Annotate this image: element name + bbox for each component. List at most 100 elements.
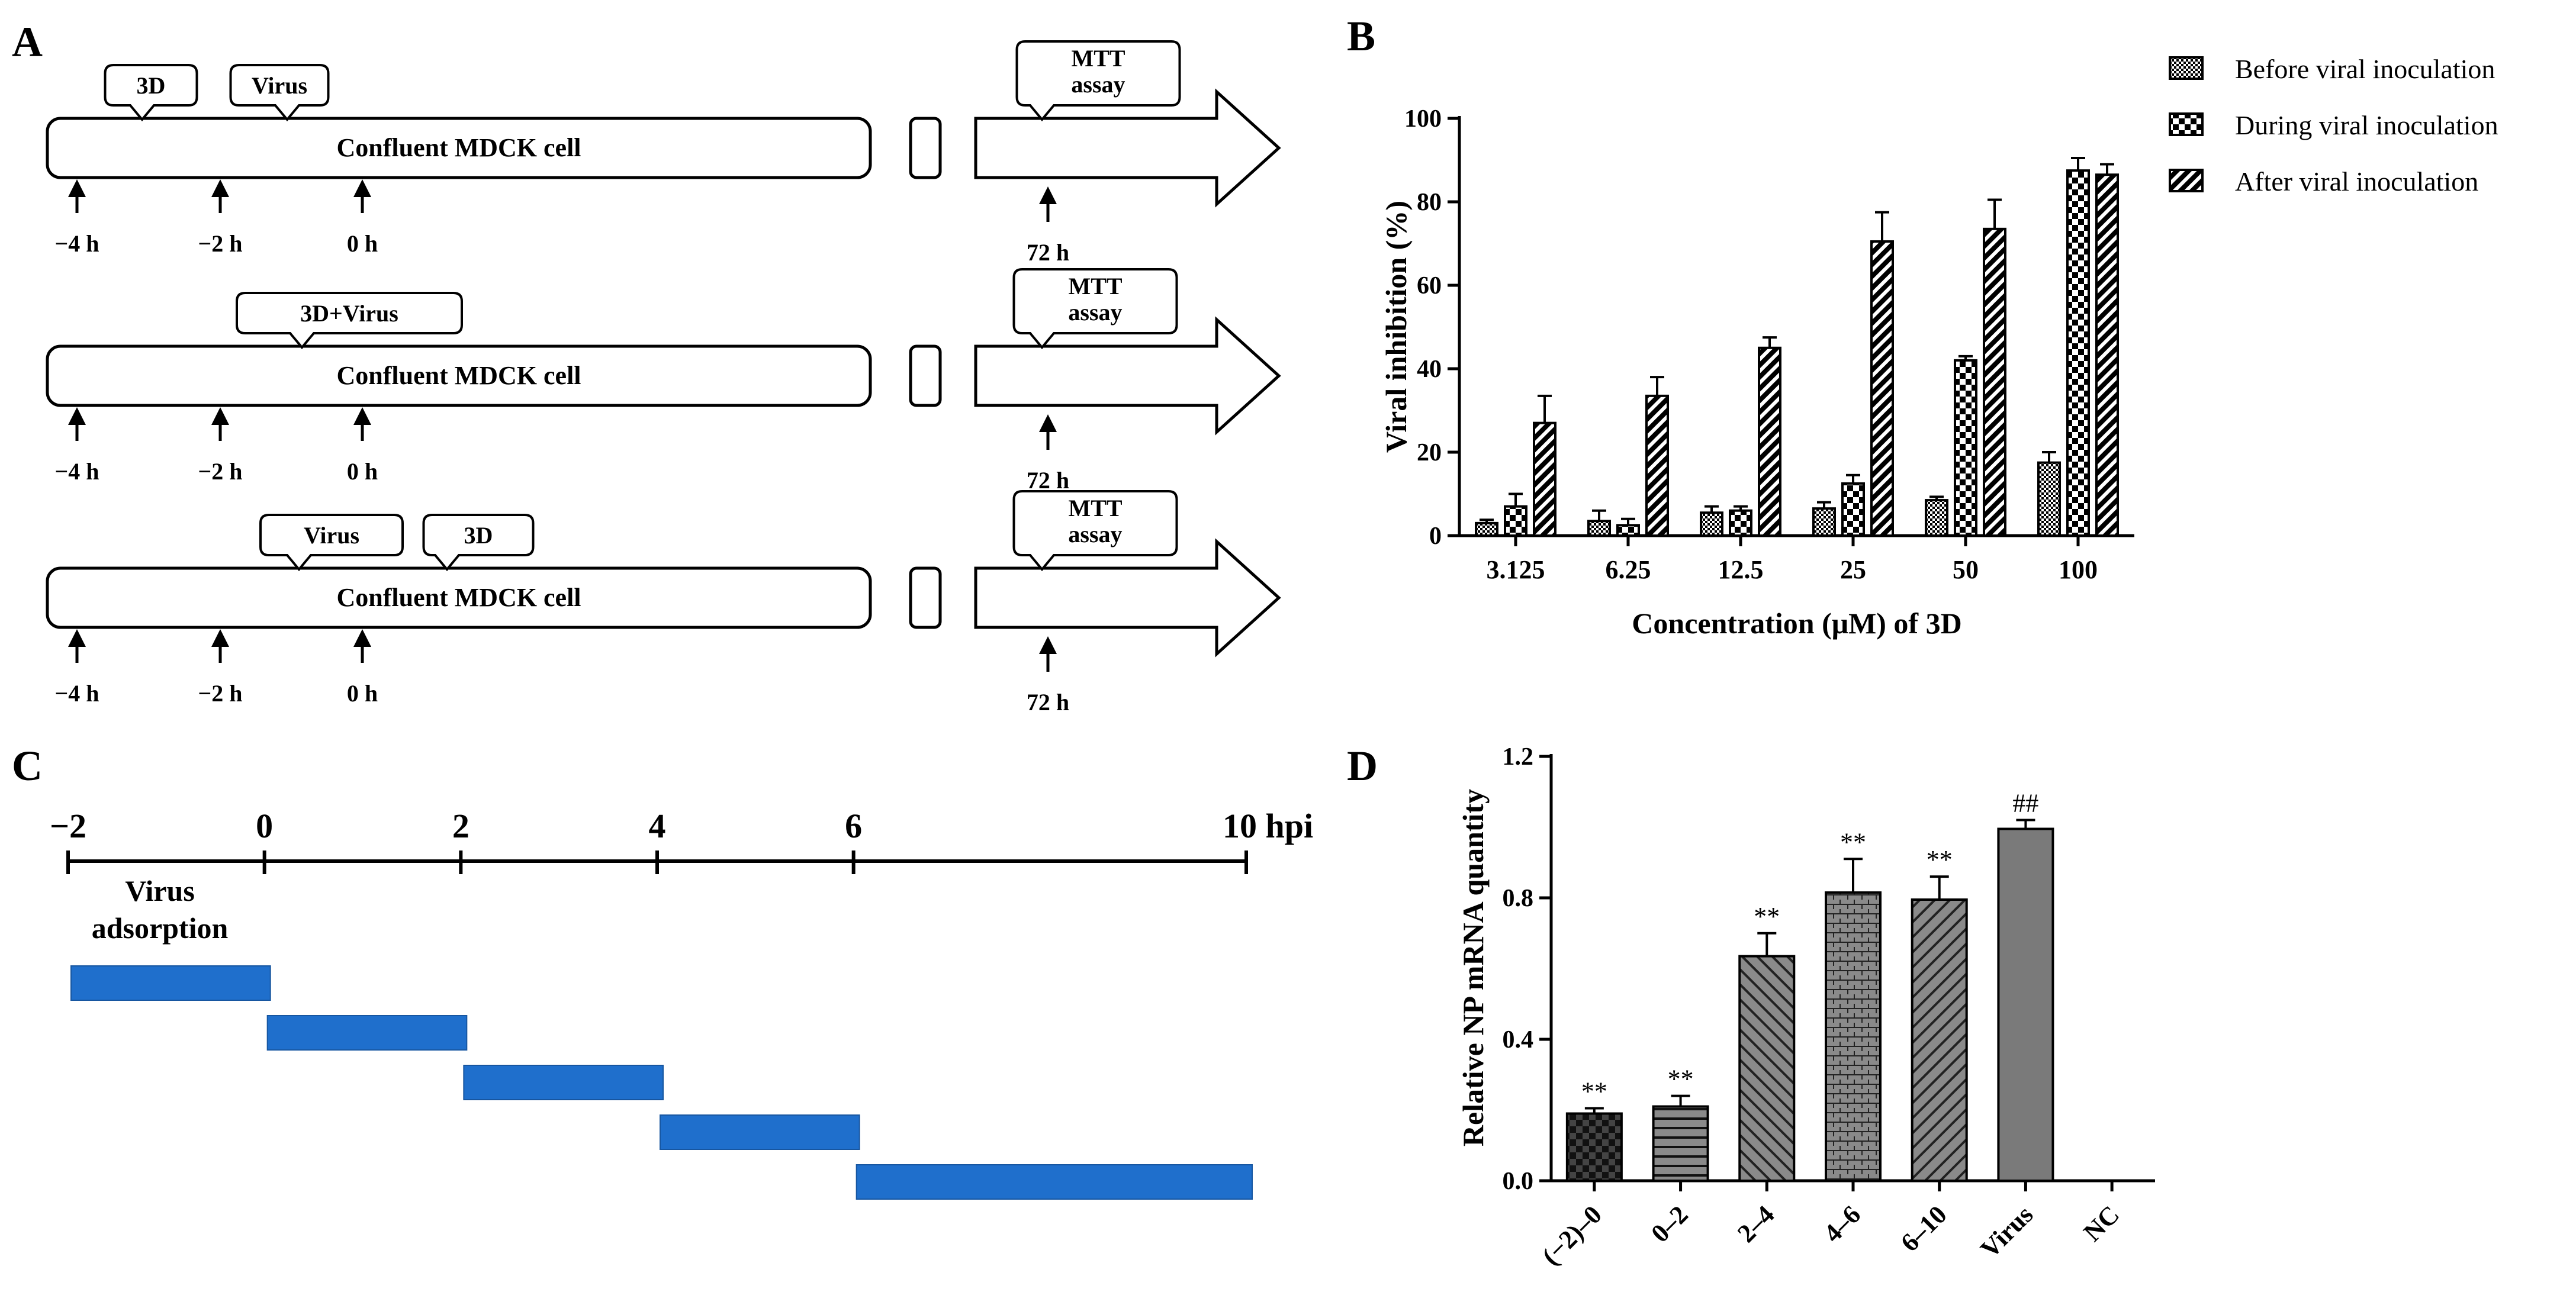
significance-mark: ** — [1840, 827, 1866, 856]
y-tick-label: 0.0 — [1503, 1168, 1534, 1195]
x-tick-label: 3.125 — [1487, 555, 1545, 584]
time-label-2: −2 h — [198, 680, 242, 707]
time-tick-label: 0 — [256, 807, 273, 845]
mtt-assay-callout-text-0: MTT — [1071, 45, 1125, 72]
y-axis-title: Relative NP mRNA quantity — [1456, 789, 1490, 1146]
mtt-assay-callout-text-0: MTT — [1068, 495, 1122, 521]
mtt-assay-callout-text-1: assay — [1068, 521, 1122, 547]
panel-b-label: B — [1347, 12, 1375, 60]
callout-2-bubble — [422, 514, 535, 572]
x-tick-label: 100 — [2059, 555, 2098, 584]
bar-3 — [1870, 240, 1894, 537]
callout-1-bubble — [104, 64, 198, 122]
x-tick-label: 25 — [1840, 555, 1866, 584]
x-tick-label: NC — [2078, 1200, 2125, 1247]
end-time-label: 72 h — [1027, 239, 1069, 266]
confluent-box-label: Confluent MDCK cell — [336, 133, 581, 162]
time-label-2: −2 h — [198, 458, 242, 485]
virus-adsorption-label-2: adsorption — [92, 911, 229, 945]
time-label-2: −2 h — [198, 230, 242, 257]
x-tick-label: 6.25 — [1606, 555, 1651, 584]
significance-mark: ** — [1581, 1077, 1607, 1106]
bar-2 — [1504, 505, 1527, 537]
bar-2 — [1841, 482, 1865, 537]
bar-1 — [2037, 461, 2061, 537]
legend-swatch-3 — [2169, 169, 2204, 192]
time-label-1: −4 h — [54, 458, 99, 485]
bar-3 — [1983, 227, 2006, 537]
bar-3 — [1533, 421, 1556, 537]
x-axis-title: Concentration (μM) of 3D — [1632, 607, 1961, 640]
time-tick-label: 2 — [452, 807, 469, 845]
significance-mark: ## — [2012, 789, 2038, 818]
time-label-3: 0 h — [347, 680, 378, 707]
time-tick-label: −2 — [50, 807, 86, 845]
bar-1 — [1925, 499, 1948, 537]
legend-label-3: After viral inoculation — [2235, 166, 2478, 196]
x-tick-label: Virus — [1975, 1200, 2039, 1264]
legend-label-1: Before viral inoculation — [2235, 54, 2495, 84]
x-tick-label: 12.5 — [1718, 555, 1764, 584]
y-tick-label: 20 — [1417, 439, 1442, 466]
y-tick-label: 1.2 — [1503, 743, 1534, 771]
callout-1-bubble — [259, 514, 404, 572]
legend-label-2: During viral inoculation — [2235, 110, 2498, 140]
callout-1-bubble — [236, 292, 463, 350]
bar-1 — [1812, 507, 1836, 537]
time-tick-label: 10 hpi — [1223, 807, 1313, 845]
time-tick-label: 4 — [649, 807, 666, 845]
end-time-label: 72 h — [1027, 689, 1069, 716]
confluent-box-label: Confluent MDCK cell — [336, 361, 581, 390]
time-label-3: 0 h — [347, 458, 378, 485]
time-gap-block — [909, 344, 942, 407]
treatment-interval-bar — [463, 1065, 664, 1100]
panel-c: C −2 0 2 4 6 10 hpi Virus adsorption — [12, 742, 1313, 1200]
confluent-box-label: Confluent MDCK cell — [336, 583, 581, 612]
bar-1 — [1475, 521, 1498, 537]
x-tick-label: 4–6 — [1818, 1200, 1866, 1248]
panel-c-label: C — [12, 742, 43, 790]
bar — [1997, 827, 2054, 1183]
legend-swatch-1 — [2169, 56, 2204, 80]
mtt-assay-callout-bubble — [1015, 40, 1181, 122]
callout-1-text: 3D — [137, 72, 166, 99]
y-axis-title: Viral inhibition (%) — [1379, 201, 1413, 453]
treatment-interval-bar — [266, 1015, 468, 1051]
bar — [1738, 955, 1796, 1183]
mtt-assay-callout-text-1: assay — [1071, 71, 1125, 98]
callout-1-text: 3D+Virus — [300, 300, 398, 327]
panel-a-label: A — [12, 18, 43, 66]
time-gap-block — [909, 566, 942, 629]
bar — [1652, 1105, 1709, 1183]
bar-3 — [1645, 394, 1669, 537]
callout-1-text: Virus — [304, 522, 359, 549]
y-tick-label: 60 — [1417, 272, 1442, 299]
bar-2 — [2066, 169, 2090, 537]
confluent-box — [46, 344, 872, 407]
y-tick-label: 0.4 — [1503, 1026, 1534, 1054]
y-tick-label: 100 — [1404, 105, 1442, 133]
y-tick-label: 0.8 — [1503, 885, 1534, 912]
bar — [1911, 898, 1968, 1183]
bar-3 — [1758, 346, 1781, 537]
time-label-1: −4 h — [54, 680, 99, 707]
mtt-assay-callout-text-1: assay — [1068, 299, 1122, 326]
panel-d: D 0.0 0.4 0.8 1.2 (−2)–0 ** 0–2 ** 2–4 ** 4–6 ** 6–1… — [1347, 742, 2155, 1271]
time-gap-block — [909, 117, 942, 179]
time-label-1: −4 h — [54, 230, 99, 257]
bar — [1565, 1112, 1623, 1182]
end-time-label: 72 h — [1027, 467, 1069, 494]
x-tick-label: (−2)–0 — [1536, 1200, 1607, 1271]
panel-d-label: D — [1347, 742, 1378, 790]
time-label-3: 0 h — [347, 230, 378, 257]
assay-arrow — [974, 538, 1281, 658]
treatment-interval-bar — [70, 965, 271, 1001]
treatment-interval-bar — [660, 1114, 860, 1150]
bar-2 — [1954, 359, 1977, 537]
mtt-assay-callout-bubble — [1012, 490, 1178, 572]
virus-adsorption-label-1: Virus — [125, 874, 195, 907]
